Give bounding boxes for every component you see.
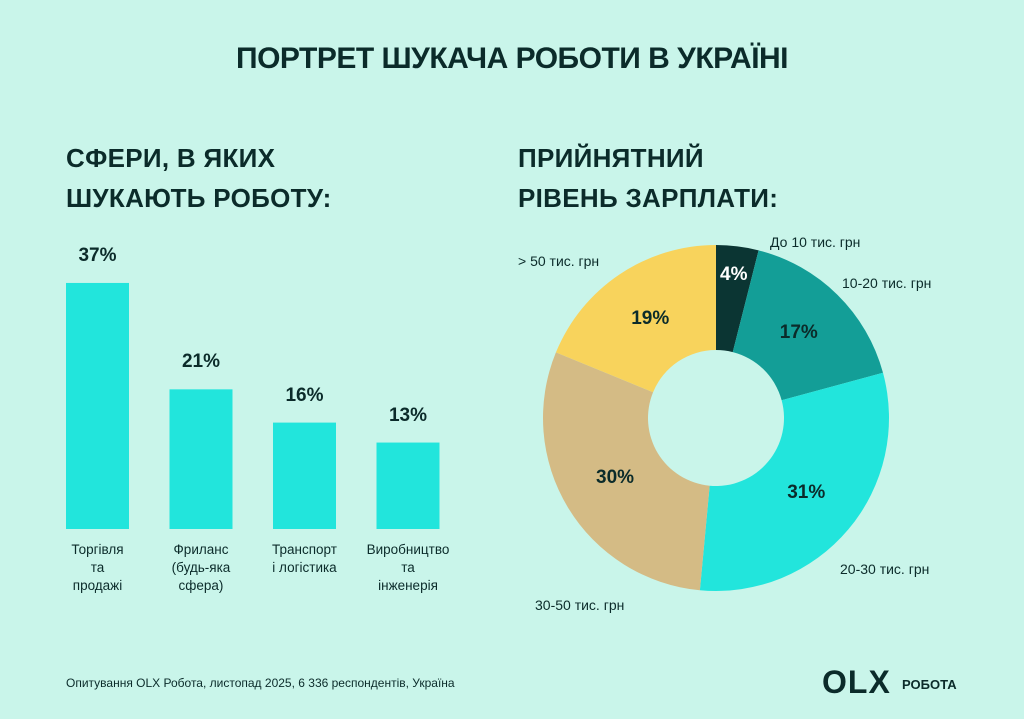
value-label: 19%: [631, 308, 670, 329]
value-label: 16%: [285, 384, 324, 406]
value-label: 31%: [787, 482, 826, 503]
category-label: Транспорт і логістика: [272, 542, 337, 575]
footer-note: Опитування OLX Робота, листопад 2025, 6 …: [66, 676, 455, 690]
bar: [376, 442, 440, 529]
value-label: 30%: [596, 467, 635, 489]
bar: [66, 282, 129, 529]
page-title: ПОРТРЕТ ШУКАЧА РОБОТИ В УКРАЇНІ: [236, 42, 788, 75]
slice-label: 10-20 тис. грн: [842, 275, 932, 291]
donut-slice: [732, 250, 883, 401]
slice-label: > 50 тис. грн: [518, 253, 600, 269]
donut-slice: [699, 372, 889, 591]
value-label: 21%: [181, 351, 221, 373]
value-label: 13%: [388, 404, 428, 426]
slice-label: 30-50 тис. грн: [535, 597, 625, 613]
logo-label: РОБОТА: [902, 677, 957, 692]
donut-slice: [543, 352, 710, 591]
category-label: Торгівля та продажі: [71, 542, 124, 593]
value-label: 4%: [720, 264, 748, 286]
bar: [273, 422, 336, 529]
donut-slice: [555, 245, 716, 393]
bar-chart-title: СФЕРИ, В ЯКИХ ШУКАЮТЬ РОБОТУ:: [66, 143, 332, 213]
logo-brand: OLX: [822, 664, 891, 700]
donut-chart-title: ПРИЙНЯТНИЙ РІВЕНЬ ЗАРПЛАТИ:: [518, 143, 779, 213]
value-label: 17%: [779, 321, 818, 343]
slice-label: 20-30 тис. грн: [840, 561, 930, 577]
value-label: 37%: [78, 244, 117, 266]
category-label: Виробництво та інженерія: [366, 542, 450, 593]
category-label: Фриланс (будь-яка сфера): [171, 542, 231, 593]
donut-slice: [716, 245, 759, 353]
bar: [169, 389, 233, 529]
slice-label: До 10 тис. грн: [770, 234, 861, 250]
